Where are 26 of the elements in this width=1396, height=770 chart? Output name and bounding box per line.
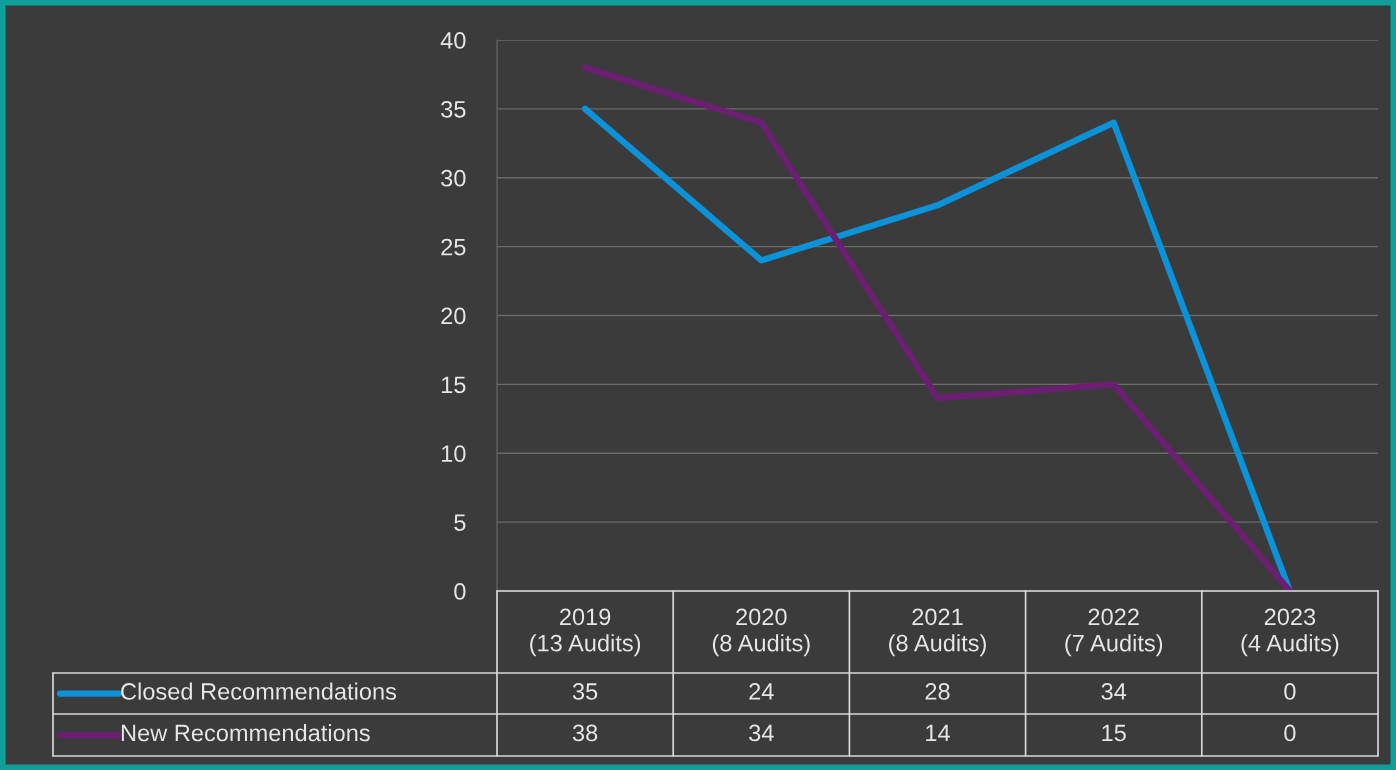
data-label: 24 <box>749 683 774 700</box>
data-label: 15 <box>1102 724 1126 742</box>
data-label: 38 <box>572 724 598 742</box>
y-tick-label: 40 <box>440 32 466 49</box>
y-tick-label: 35 <box>441 100 466 118</box>
data-label: 0 <box>1284 724 1296 742</box>
data-label: 0 <box>1284 683 1296 700</box>
y-tick-label: 15 <box>441 376 466 394</box>
x-tick-label: 2019 (13 Audits) <box>530 608 641 657</box>
x-tick-label: 2021 (8 Audits) <box>889 608 986 657</box>
x-tick-label: 2023 (4 Audits) <box>1241 608 1339 657</box>
data-label: 35 <box>572 683 598 700</box>
data-label: 34 <box>749 724 774 742</box>
y-tick-label: 25 <box>441 238 466 256</box>
x-tick-label: 2022 (7 Audits) <box>1065 608 1163 657</box>
y-tick-label: 10 <box>441 445 466 463</box>
x-tick-label: 2020 (8 Audits) <box>712 608 810 657</box>
y-tick-label: 0 <box>454 583 466 600</box>
data-label: 28 <box>925 683 950 700</box>
data-label: 14 <box>926 724 950 742</box>
y-tick-label: 5 <box>454 514 466 531</box>
data-label: 34 <box>1101 683 1127 700</box>
legend-label: Closed Recommendations <box>121 682 397 700</box>
y-tick-label: 30 <box>441 169 466 187</box>
legend-label: New Recommendations <box>121 723 370 742</box>
y-tick-label: 20 <box>441 307 466 325</box>
